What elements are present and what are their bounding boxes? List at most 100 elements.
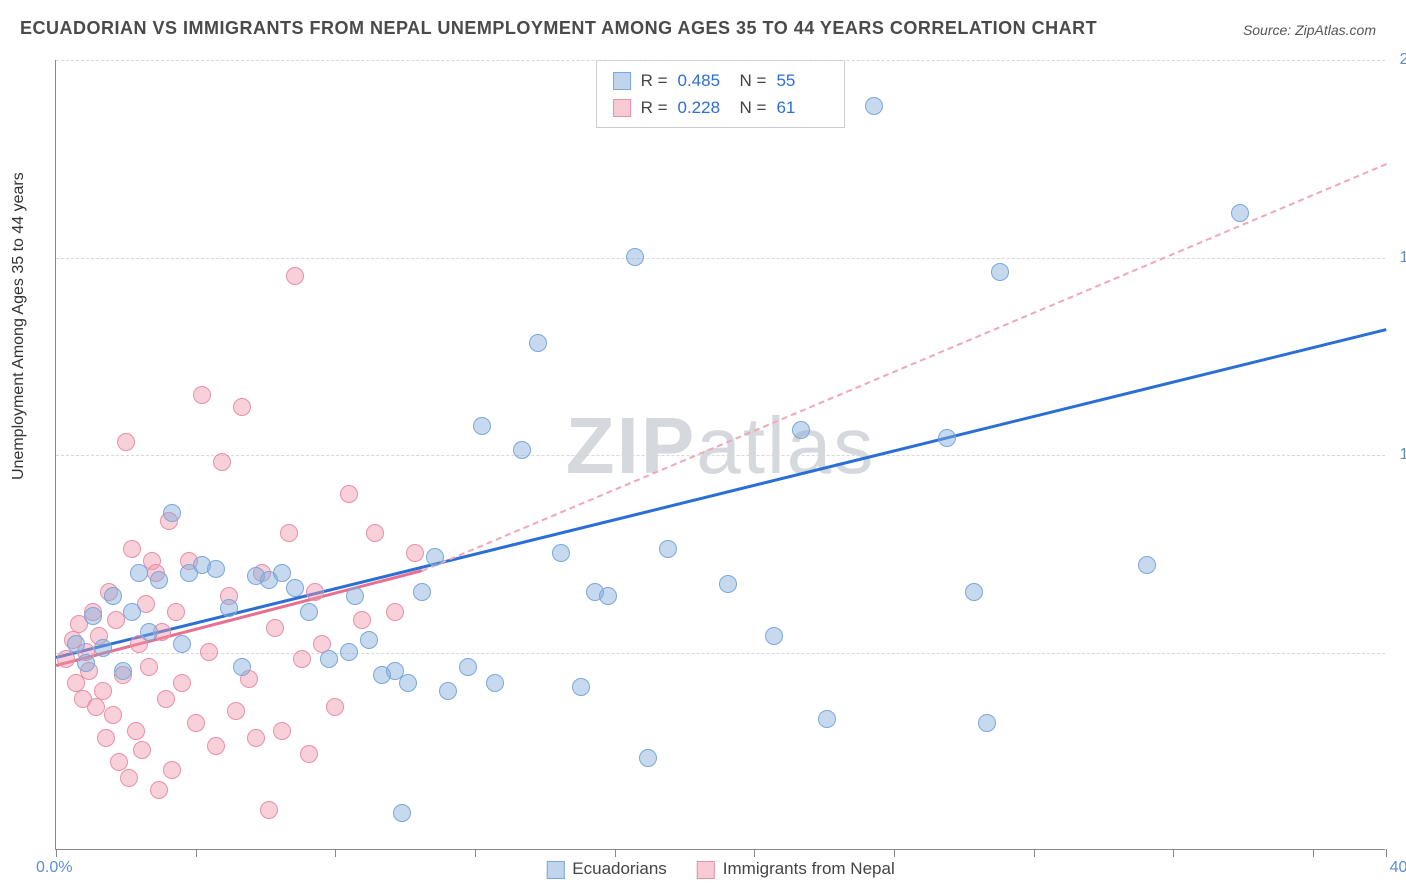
y-tick-label: 15.0% xyxy=(1390,249,1406,267)
scatter-point xyxy=(140,623,158,641)
y-tick-label: 5.0% xyxy=(1390,644,1406,662)
scatter-point xyxy=(127,722,145,740)
scatter-point xyxy=(130,564,148,582)
scatter-point xyxy=(326,698,344,716)
x-tick xyxy=(1313,849,1314,857)
legend-swatch-pink-icon xyxy=(697,861,715,879)
x-tick xyxy=(1173,849,1174,857)
scatter-point xyxy=(938,429,956,447)
y-tick-label: 10.0% xyxy=(1390,446,1406,464)
scatter-point xyxy=(233,658,251,676)
scatter-point xyxy=(123,540,141,558)
watermark-bold: ZIP xyxy=(566,400,696,489)
scatter-point xyxy=(104,587,122,605)
scatter-point xyxy=(459,658,477,676)
scatter-point xyxy=(77,654,95,672)
scatter-point xyxy=(266,619,284,637)
scatter-point xyxy=(150,571,168,589)
scatter-point xyxy=(117,433,135,451)
scatter-point xyxy=(439,682,457,700)
scatter-point xyxy=(187,714,205,732)
stats-row-pink: R = 0.228 N = 61 xyxy=(613,94,829,121)
scatter-point xyxy=(87,698,105,716)
scatter-point xyxy=(340,485,358,503)
x-tick-label-max: 40.0% xyxy=(1390,859,1406,877)
x-tick xyxy=(196,849,197,857)
x-tick xyxy=(615,849,616,857)
r-label: R = xyxy=(641,94,668,121)
scatter-point xyxy=(513,441,531,459)
n-label: N = xyxy=(740,94,767,121)
scatter-point xyxy=(123,603,141,621)
scatter-point xyxy=(247,729,265,747)
scatter-point xyxy=(163,504,181,522)
scatter-point xyxy=(386,603,404,621)
scatter-point xyxy=(200,643,218,661)
scatter-point xyxy=(529,334,547,352)
scatter-point xyxy=(659,540,677,558)
scatter-point xyxy=(94,639,112,657)
scatter-point xyxy=(978,714,996,732)
scatter-point xyxy=(114,662,132,680)
scatter-point xyxy=(213,453,231,471)
scatter-point xyxy=(84,607,102,625)
trendline xyxy=(421,163,1386,572)
scatter-point xyxy=(413,583,431,601)
legend-swatch-pink-icon xyxy=(613,99,631,117)
scatter-point xyxy=(1231,204,1249,222)
scatter-point xyxy=(300,603,318,621)
n-label: N = xyxy=(740,67,767,94)
scatter-point xyxy=(353,611,371,629)
x-tick xyxy=(894,849,895,857)
chart-title: ECUADORIAN VS IMMIGRANTS FROM NEPAL UNEM… xyxy=(20,18,1097,39)
chart-plot-area: ZIPatlas R = 0.485 N = 55 R = 0.228 N = … xyxy=(55,60,1385,850)
scatter-point xyxy=(426,548,444,566)
scatter-point xyxy=(991,263,1009,281)
scatter-point xyxy=(399,674,417,692)
source-attribution: Source: ZipAtlas.com xyxy=(1243,22,1376,38)
scatter-point xyxy=(406,544,424,562)
scatter-point xyxy=(293,650,311,668)
source-name: ZipAtlas.com xyxy=(1295,22,1376,38)
scatter-point xyxy=(97,729,115,747)
scatter-point xyxy=(207,737,225,755)
n-value-pink: 61 xyxy=(776,94,828,121)
y-axis-label: Unemployment Among Ages 35 to 44 years xyxy=(10,172,28,480)
gridline xyxy=(56,455,1385,456)
scatter-point xyxy=(260,801,278,819)
scatter-point xyxy=(599,587,617,605)
legend-item-ecuadorians: Ecuadorians xyxy=(546,859,667,879)
scatter-point xyxy=(193,386,211,404)
scatter-point xyxy=(104,706,122,724)
gridline xyxy=(56,653,1385,654)
scatter-point xyxy=(173,674,191,692)
x-tick-label-min: 0.0% xyxy=(36,859,72,877)
scatter-point xyxy=(120,769,138,787)
r-value-pink: 0.228 xyxy=(678,94,730,121)
scatter-point xyxy=(220,599,238,617)
scatter-point xyxy=(719,575,737,593)
n-value-blue: 55 xyxy=(776,67,828,94)
scatter-point xyxy=(150,781,168,799)
x-tick xyxy=(1034,849,1035,857)
scatter-point xyxy=(140,658,158,676)
scatter-point xyxy=(1138,556,1156,574)
x-tick xyxy=(475,849,476,857)
gridline xyxy=(56,258,1385,259)
scatter-point xyxy=(273,722,291,740)
scatter-point xyxy=(286,579,304,597)
scatter-point xyxy=(626,248,644,266)
y-tick-label: 20.0% xyxy=(1390,51,1406,69)
stats-row-blue: R = 0.485 N = 55 xyxy=(613,67,829,94)
scatter-point xyxy=(280,524,298,542)
scatter-point xyxy=(207,560,225,578)
scatter-point xyxy=(167,603,185,621)
x-tick xyxy=(335,849,336,857)
scatter-point xyxy=(340,643,358,661)
scatter-point xyxy=(173,635,191,653)
x-tick xyxy=(1386,849,1387,857)
scatter-point xyxy=(360,631,378,649)
scatter-point xyxy=(67,635,85,653)
scatter-point xyxy=(157,690,175,708)
r-label: R = xyxy=(641,67,668,94)
